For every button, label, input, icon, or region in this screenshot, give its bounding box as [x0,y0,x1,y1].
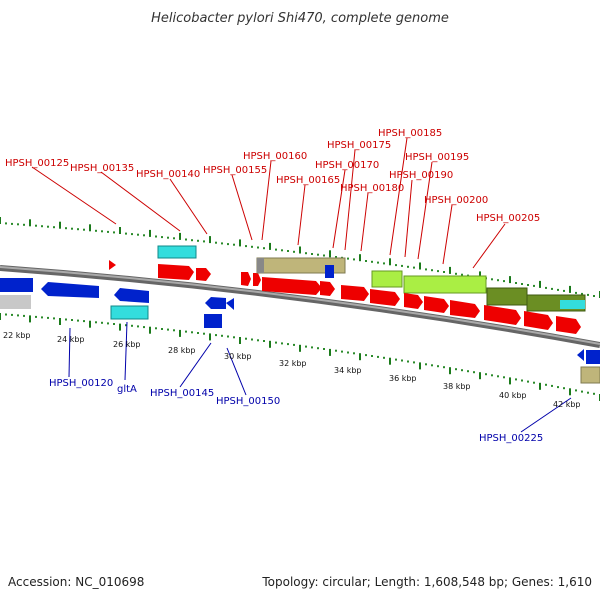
scale-tick-label: 26 kbp [113,340,141,349]
gene-feature-reverse[interactable] [0,278,33,292]
gene-label[interactable]: HPSH_00185 [378,128,442,139]
gene-feature-reverse[interactable] [204,314,222,328]
gene-feature-reverse[interactable] [226,298,234,310]
gene-label[interactable]: HPSH_00155 [203,165,267,176]
gene-feature-reverse[interactable] [580,366,600,384]
gene-label[interactable]: HPSH_00180 [340,183,404,194]
reverse-label-leaders [68,321,572,433]
reverse-gene-labels: HPSH_00120 gltA HPSH_00145 HPSH_00150 HP… [49,378,543,444]
gene-feature-reverse[interactable] [205,297,226,309]
gene-feature-forward[interactable] [157,245,197,259]
gene-label[interactable]: HPSH_00170 [315,160,379,171]
gene-feature-forward[interactable] [325,265,334,278]
forward-gene-labels: HPSH_00125 HPSH_00135 HPSH_00140 HPSH_00… [5,128,540,224]
gene-label[interactable]: HPSH_00135 [70,163,134,174]
gene-label[interactable]: HPSH_00200 [424,195,488,206]
forward-label-leaders [31,137,506,269]
gene-label[interactable]: HPSH_00160 [243,151,307,162]
gene-feature-forward[interactable] [524,311,553,330]
gene-label[interactable]: gltA [117,384,137,395]
forward-strand-genes [109,245,586,334]
gene-feature-forward[interactable] [371,270,403,288]
gene-label[interactable]: HPSH_00150 [216,396,280,407]
tick-tracks [0,217,600,401]
gene-feature-forward[interactable] [486,287,528,306]
scale-tick-label: 24 kbp [57,335,85,344]
gene-feature-forward[interactable] [257,258,264,273]
gene-feature-forward[interactable] [109,260,116,270]
gene-feature-reverse[interactable] [577,349,584,361]
gene-feature-forward[interactable] [158,264,194,280]
gene-feature-forward[interactable] [560,300,585,309]
gene-label[interactable]: HPSH_00205 [476,213,540,224]
genome-backbone [0,265,600,348]
gene-feature-forward[interactable] [404,293,423,309]
scale-tick-label: 30 kbp [224,352,252,361]
map-title: Helicobacter pylori Shi470, complete gen… [151,11,449,26]
gene-feature-forward[interactable] [262,277,322,295]
scale-tick-label: 42 kbp [553,400,581,409]
gene-label[interactable]: HPSH_00190 [389,170,453,181]
gene-label[interactable]: HPSH_00225 [479,433,543,444]
reverse-strand-genes [0,278,600,384]
gene-feature-reverse[interactable] [586,350,600,364]
gene-label[interactable]: HPSH_00175 [327,140,391,151]
scale-tick-label: 36 kbp [389,374,417,383]
gene-label[interactable]: HPSH_00145 [150,388,214,399]
gene-feature-reverse[interactable] [41,282,99,298]
gene-feature-reverse[interactable] [110,305,149,320]
gene-feature-forward[interactable] [424,296,449,313]
gene-feature-reverse[interactable] [114,288,149,303]
gene-feature-forward[interactable] [196,268,211,281]
gene-feature-forward[interactable] [403,275,487,294]
gene-label[interactable]: HPSH_00195 [405,152,469,163]
gene-feature-forward[interactable] [253,273,261,286]
gene-label[interactable]: HPSH_00165 [276,175,340,186]
scale-tick-label: 40 kbp [499,391,527,400]
scale-tick-label: 28 kbp [168,346,196,355]
gene-label[interactable]: HPSH_00120 [49,378,113,389]
gene-feature-forward[interactable] [370,289,400,306]
gene-feature-forward[interactable] [341,285,369,301]
accession-text: Accession: NC_010698 [8,575,144,589]
scale-tick-label: 34 kbp [334,366,362,375]
scale-tick-label: 22 kbp [3,331,31,340]
gene-feature-forward[interactable] [241,272,251,286]
scale-tick-label: 32 kbp [279,359,307,368]
gene-feature-forward[interactable] [484,305,521,325]
gene-feature-forward[interactable] [320,281,335,296]
gene-feature-forward[interactable] [450,300,480,318]
gene-feature-reverse[interactable] [0,295,31,309]
gene-label[interactable]: HPSH_00125 [5,158,69,169]
scale-labels: 22 kbp 24 kbp 26 kbp 28 kbp 30 kbp 32 kb… [3,331,581,409]
gene-label[interactable]: HPSH_00140 [136,169,200,180]
gene-feature-forward[interactable] [556,316,581,334]
scale-tick-label: 38 kbp [443,382,471,391]
genome-summary-text: Topology: circular; Length: 1,608,548 bp… [261,575,592,589]
